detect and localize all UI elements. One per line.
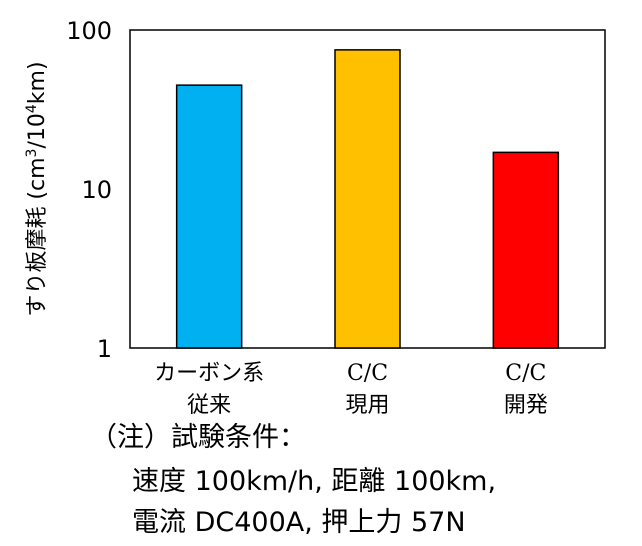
category-label-3-line-1: C/C [505,361,546,386]
category-label-2-line-2: 現用 [345,393,389,418]
y-axis-title: すり板摩耗 (cm3/104km) [24,61,50,316]
y-tick-label-100: 100 [66,17,112,45]
y-axis-title-mid: /10 [25,113,50,148]
y-axis-title-sup-1: 3 [24,149,40,158]
category-label-1-line-1: カーボン系 [154,361,264,386]
y-axis-title-sup-2: 4 [24,104,40,113]
y-axis-title-end: km) [25,61,50,104]
category-label-1-line-2: 従来 [187,393,231,418]
bar-2 [334,49,401,349]
y-axis-title-main: すり板摩耗 (cm [25,157,50,316]
bar-1 [175,84,243,349]
category-label-2-line-1: C/C [347,361,388,386]
category-label-3-line-2: 開発 [504,393,548,418]
y-tick-label-10: 10 [81,176,112,204]
test-conditions-line-3: 電流 DC400A, 押上力 57N [132,507,466,538]
y-tick-label-1: 1 [97,335,112,363]
test-conditions-line-2: 速度 100km/h, 距離 100km, [132,466,497,497]
test-conditions-line-1: （注）試験条件： [90,422,306,453]
bar-3 [492,151,560,349]
